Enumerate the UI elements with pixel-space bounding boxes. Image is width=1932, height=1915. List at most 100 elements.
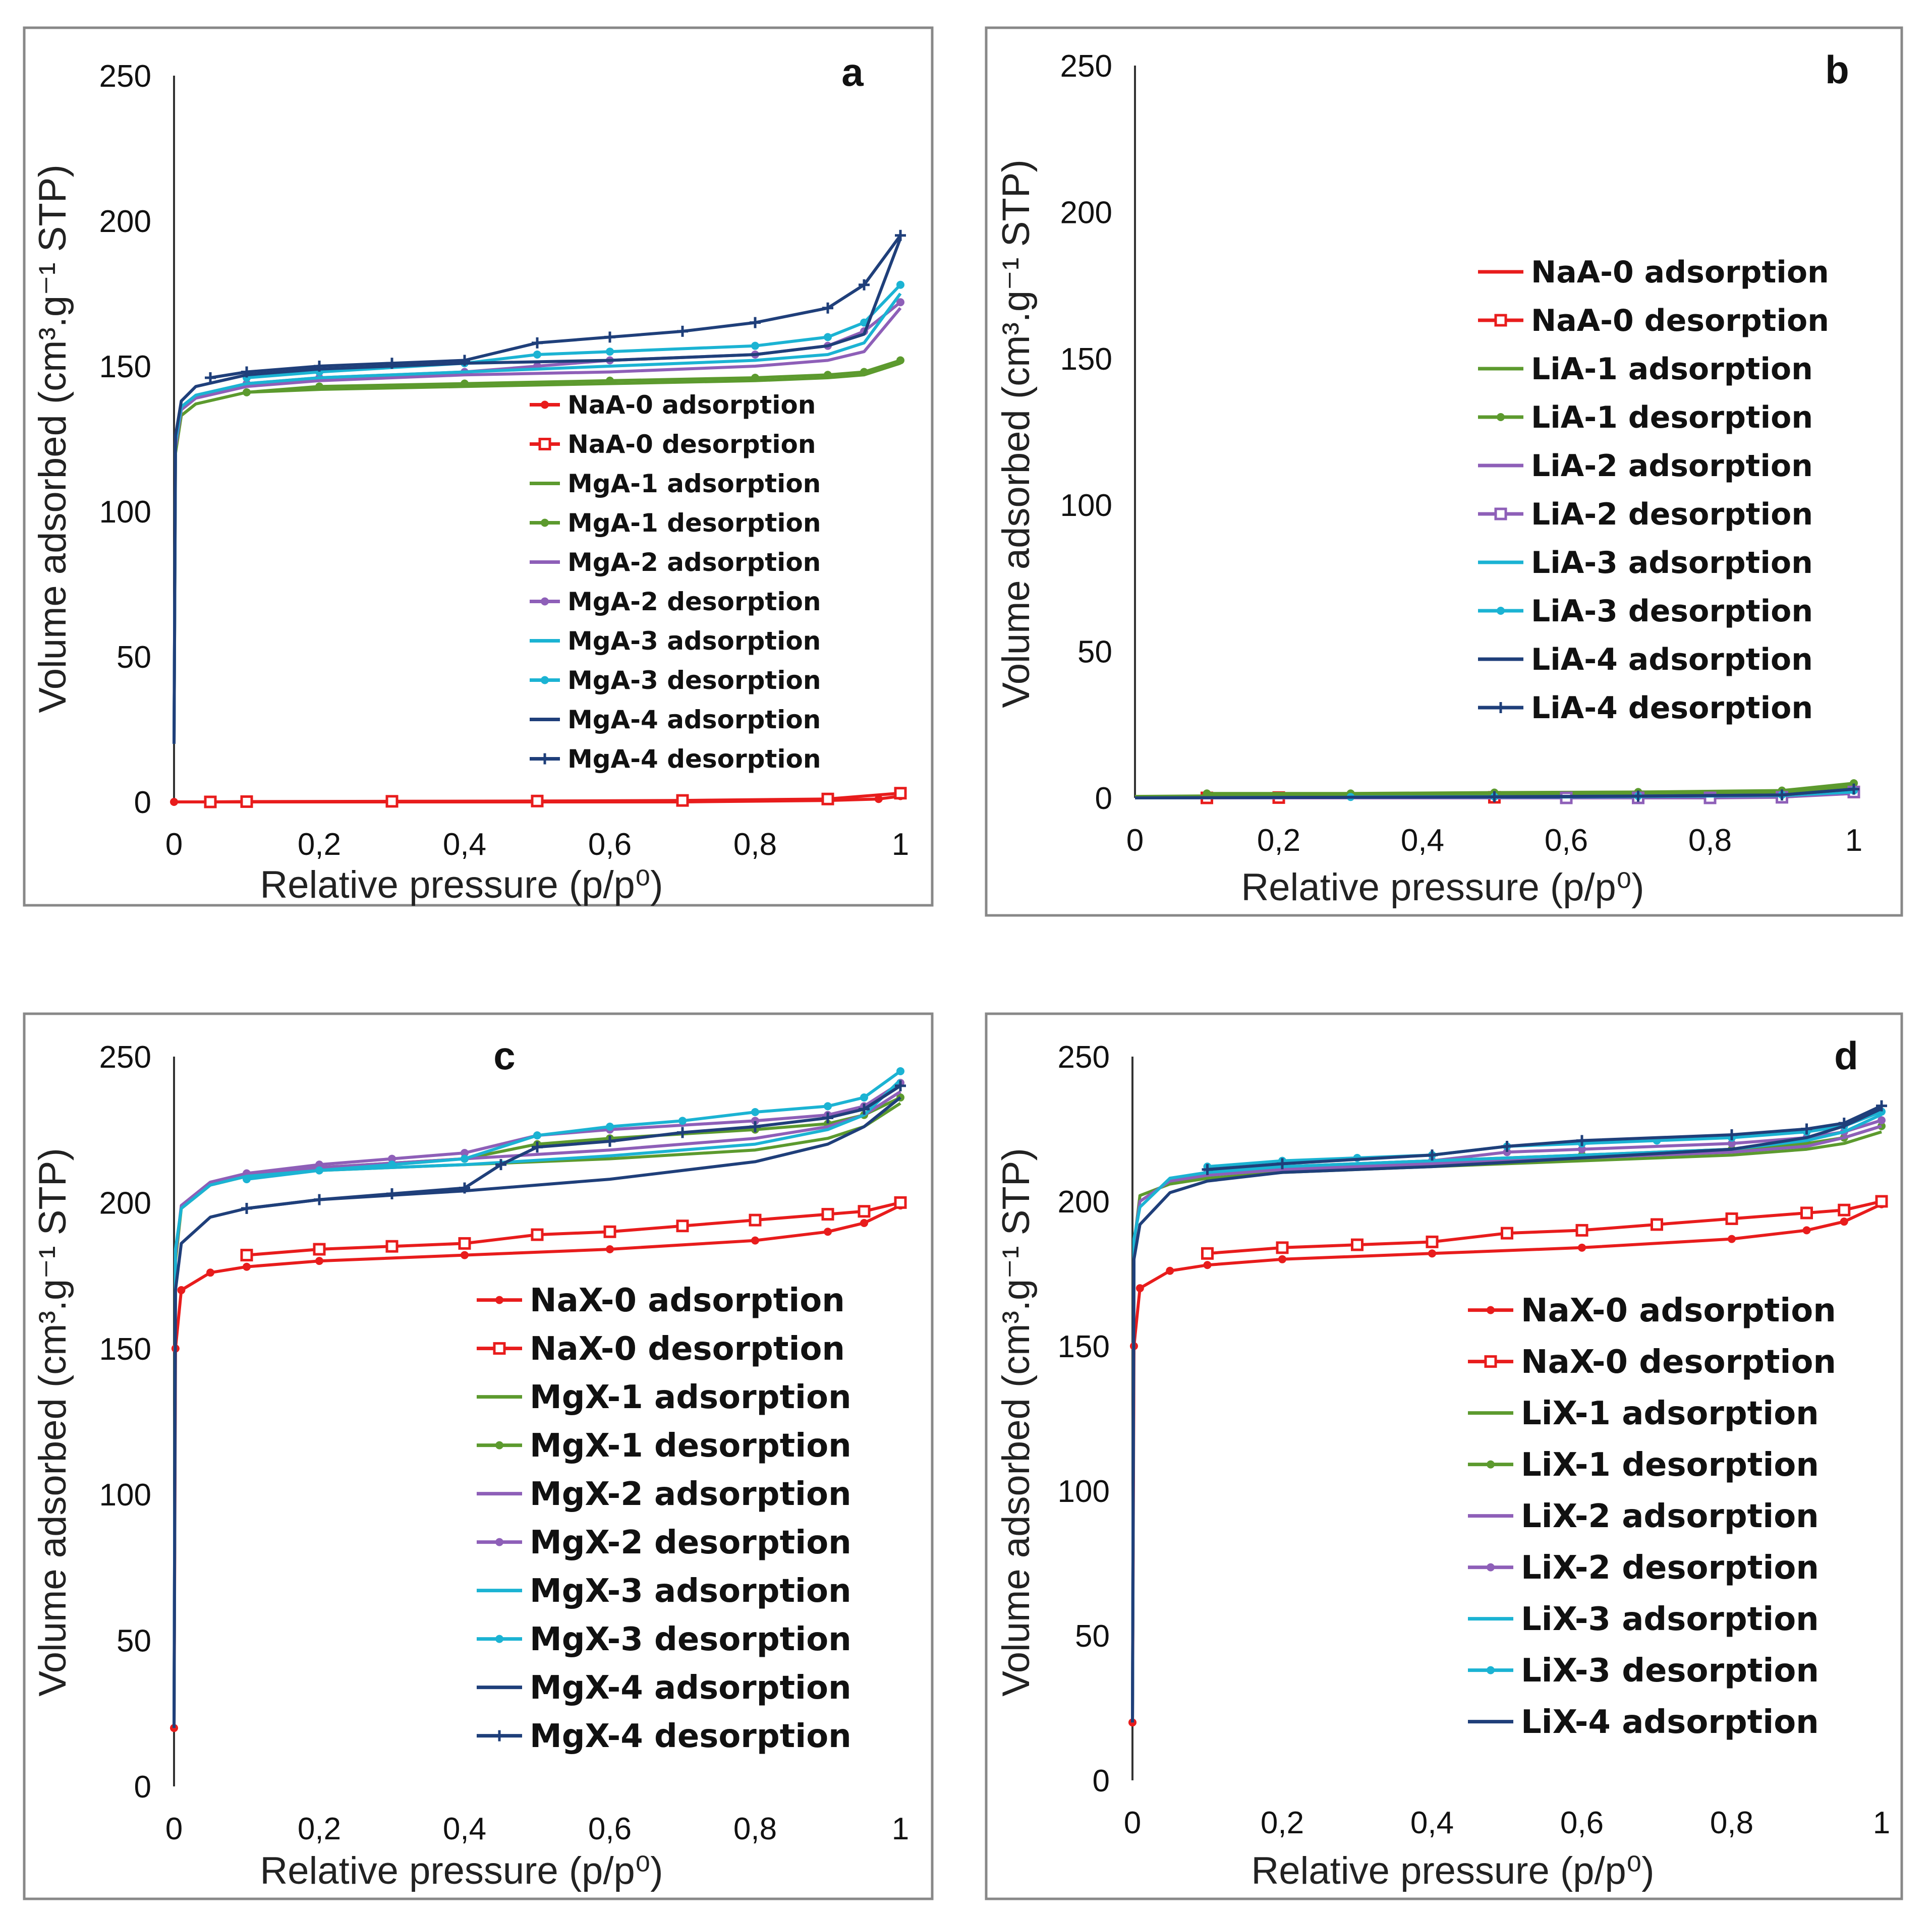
y-tick-label: 100 — [99, 495, 151, 530]
legend-entry: LiX-4 adsorption — [1521, 1704, 1819, 1741]
y-tick-label: 200 — [99, 204, 151, 239]
y-tick-label: 250 — [1058, 1040, 1110, 1075]
x-tick-label: 0,8 — [1710, 1806, 1753, 1840]
series-point — [824, 333, 832, 341]
legend-entry: MgX-2 desorption — [530, 1524, 851, 1561]
series-point — [1578, 1145, 1586, 1153]
x-tick-label: 0,8 — [1688, 823, 1732, 858]
panel-label: c — [493, 1033, 515, 1078]
x-tick-label: 0,6 — [1545, 823, 1588, 858]
series-point — [314, 1194, 325, 1205]
series-point — [459, 355, 470, 366]
legend-marker — [495, 1296, 503, 1304]
legend-entry: MgX-4 desorption — [530, 1718, 851, 1755]
y-tick-label: 150 — [99, 350, 151, 384]
series-point — [1838, 1118, 1850, 1129]
y-tick-label: 50 — [117, 1624, 151, 1659]
legend-entry: NaX-0 adsorption — [530, 1282, 845, 1319]
series-point — [824, 1102, 832, 1111]
panel-label: b — [1825, 47, 1849, 92]
series-point — [860, 368, 868, 376]
series-point — [243, 1262, 251, 1271]
series-point — [386, 1188, 397, 1200]
series-point — [206, 1268, 214, 1277]
panel-frame — [985, 1012, 1903, 1900]
x-tick-label: 0 — [165, 827, 183, 862]
series-point — [751, 341, 759, 350]
series-point — [1166, 1266, 1174, 1275]
series-point — [461, 1149, 469, 1157]
series-line — [1131, 1107, 1883, 1723]
y-tick-label: 0 — [134, 785, 151, 820]
series-point — [896, 298, 904, 307]
x-tick-label: 0,2 — [1257, 823, 1300, 858]
series-point — [676, 794, 689, 807]
legend-marker — [541, 400, 549, 409]
x-axis-label: Relative pressure (p/p⁰) — [260, 863, 663, 906]
series-point — [896, 356, 904, 365]
legend-entry: MgA-1 adsorption — [567, 469, 821, 498]
legend-entry: LiX-3 adsorption — [1521, 1601, 1819, 1638]
y-axis-label: Volume adsorbed (cm³.g⁻¹ STP) — [995, 159, 1038, 708]
series-point — [824, 1228, 832, 1236]
series-point — [896, 280, 904, 289]
series-point — [1875, 1195, 1888, 1208]
series-point — [204, 795, 217, 808]
panel-c: 0 50 100 150 200 250 0 0,2 0,4 0,6 0,8 1 Relative … — [23, 1012, 934, 1900]
series-point — [1426, 1235, 1439, 1248]
panel-frame — [23, 1012, 934, 1900]
y-tick-label: 50 — [117, 640, 151, 675]
series-point — [895, 1080, 906, 1091]
series-point — [1878, 1116, 1886, 1125]
legend: NaA-0 adsorption NaA-0 desorption MgA-1 ad… — [530, 390, 821, 774]
y-tick-label: 100 — [1058, 1474, 1110, 1509]
x-tick-labels: 0 0,2 0,4 0,6 0,8 1 — [165, 1812, 909, 1846]
series-point — [170, 798, 178, 806]
y-tick-labels: 0 50 100 150 200 250 — [99, 1040, 151, 1805]
series-point — [315, 1257, 323, 1265]
series-point — [1277, 1158, 1288, 1170]
x-tick-label: 0,8 — [733, 1812, 777, 1846]
y-tick-label: 0 — [1095, 781, 1112, 816]
series-point — [385, 1240, 399, 1253]
series-point — [241, 366, 252, 378]
x-axis-label: Relative pressure (p/p⁰) — [1241, 866, 1644, 909]
series-point — [751, 1236, 759, 1245]
legend-marker — [1497, 413, 1505, 421]
legend-entry: MgA-4 adsorption — [567, 705, 821, 734]
series-point — [495, 1159, 506, 1171]
y-tick-label: 100 — [1060, 488, 1112, 523]
legend: NaA-0 adsorption NaA-0 desorption LiA-1 ad… — [1478, 255, 1829, 726]
series-point — [1503, 1148, 1511, 1156]
x-tick-label: 1 — [1845, 823, 1862, 858]
legend-entry: NaA-0 adsorption — [1531, 255, 1829, 290]
series-line — [246, 1084, 901, 1210]
x-tick-label: 1 — [892, 1812, 909, 1846]
legend-entry: MgA-4 desorption — [567, 744, 821, 774]
series-point — [240, 1249, 253, 1262]
series-point — [1838, 1203, 1851, 1216]
x-tick-label: 0,8 — [733, 827, 777, 862]
legend-entry: LiX-2 desorption — [1521, 1549, 1819, 1587]
x-tick-label: 0 — [165, 1812, 183, 1846]
legend-entry: LiX-1 desorption — [1521, 1446, 1819, 1484]
legend-entry: NaX-0 desorption — [530, 1330, 845, 1368]
y-axis-label: Volume adsorbed (cm³.g⁻¹ STP) — [995, 1148, 1038, 1697]
series-point — [459, 1182, 470, 1194]
legend-entry: LiA-1 adsorption — [1531, 352, 1813, 387]
series-point — [315, 1166, 323, 1175]
series-point — [533, 350, 541, 359]
series-point — [314, 361, 325, 372]
y-tick-label: 150 — [1060, 342, 1112, 377]
legend-entry: MgX-1 adsorption — [530, 1379, 851, 1416]
legend-entry: NaA-0 desorption — [567, 430, 816, 459]
y-tick-labels: 0 50 100 150 200 250 — [1060, 49, 1112, 816]
x-tick-label: 1 — [1873, 1806, 1890, 1840]
y-tick-label: 200 — [1060, 195, 1112, 230]
series-point — [388, 1160, 396, 1169]
series-point — [858, 1205, 871, 1218]
series-point — [1876, 1100, 1887, 1112]
series-point — [894, 787, 907, 800]
series-point — [874, 795, 883, 803]
series-point — [676, 1220, 689, 1233]
